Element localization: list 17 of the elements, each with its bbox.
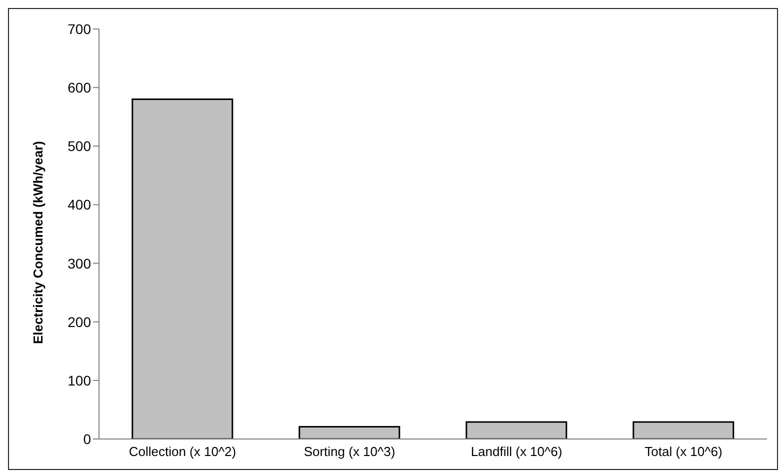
y-tick-label: 400 xyxy=(68,196,92,213)
x-tick-label: Collection (x 10^2) xyxy=(128,444,236,460)
bar xyxy=(466,421,568,439)
y-tick-label: 600 xyxy=(68,80,92,96)
y-tick-label: 500 xyxy=(68,138,92,154)
x-tick-label: Sorting (x 10^3) xyxy=(304,444,396,460)
y-tick-label: 0 xyxy=(83,430,92,447)
y-tick-label: 100 xyxy=(68,372,92,388)
y-tick-label: 700 xyxy=(68,20,92,37)
y-axis-title: Electricity Concumed (kWh/year) xyxy=(30,141,46,344)
y-tick-label: 300 xyxy=(68,255,92,272)
bar xyxy=(132,98,234,439)
x-tick-label: Total (x 10^6) xyxy=(644,444,722,460)
bar xyxy=(632,421,734,439)
x-tick-label: Landfill (x 10^6) xyxy=(470,444,562,460)
y-tick-label: 200 xyxy=(68,314,92,330)
bar xyxy=(298,426,400,439)
